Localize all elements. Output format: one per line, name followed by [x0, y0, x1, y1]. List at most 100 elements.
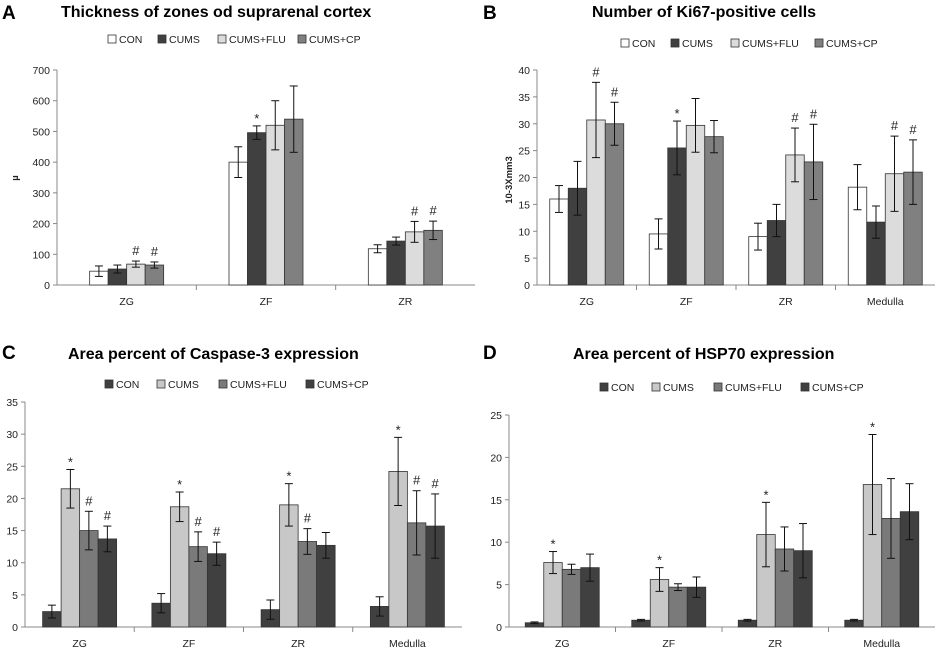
y-tick-label: 15 — [490, 495, 502, 507]
legend-swatch — [651, 382, 661, 392]
legend-label: CUMS+FLU — [725, 382, 782, 394]
panel-letter: A — [2, 3, 16, 24]
y-tick-label: 0 — [496, 622, 502, 634]
legend-swatch — [620, 38, 630, 48]
legend-swatch — [218, 379, 228, 389]
legend-swatch — [156, 379, 166, 389]
legend-label: CUMS+CP — [317, 379, 369, 391]
y-tick-label: 25 — [490, 410, 502, 422]
hash-mark: # — [104, 508, 112, 523]
chart-panel-a: A Thickness of zones od suprarenal cortex… — [2, 3, 475, 308]
asterisk-mark: * — [657, 553, 662, 568]
x-tick-label: ZF — [182, 638, 195, 647]
legend-label: CUMS+FLU — [230, 379, 287, 391]
y-tick-label: 10 — [518, 226, 530, 238]
asterisk-mark: * — [286, 469, 291, 484]
x-tick-label: ZR — [398, 296, 412, 308]
chart-title: Thickness of zones od suprarenal cortex — [61, 4, 371, 21]
asterisk-mark: * — [177, 477, 182, 492]
hash-mark: # — [304, 511, 312, 526]
legend-swatch — [305, 379, 315, 389]
x-tick-label: ZF — [260, 296, 273, 308]
bar-cums-flu-zg — [561, 568, 582, 628]
legend-swatch — [217, 34, 227, 44]
y-tick-label: 30 — [518, 119, 530, 131]
y-tick-label: 25 — [6, 461, 18, 473]
y-tick-label: 0 — [524, 280, 530, 292]
bar-con-zr — [367, 248, 388, 286]
legend-label: CON — [611, 382, 634, 394]
legend-label: CUMS+FLU — [742, 38, 799, 50]
y-axis-label: 10-3Xmm3 — [504, 156, 515, 204]
x-tick-label: Medulla — [867, 296, 904, 308]
legend-swatch — [713, 382, 723, 392]
y-tick-label: 20 — [490, 452, 502, 464]
chart-title: Area percent of HSP70 expression — [573, 346, 834, 363]
x-tick-label: ZG — [579, 296, 594, 308]
y-tick-label: 35 — [518, 92, 530, 104]
asterisk-mark: * — [396, 422, 401, 437]
y-tick-label: 0 — [44, 280, 50, 292]
bar-cums-zg — [60, 488, 81, 628]
y-axis-label: µ — [10, 175, 21, 180]
hash-mark: # — [411, 203, 419, 218]
asterisk-mark: * — [763, 487, 768, 502]
hash-mark: # — [85, 493, 93, 508]
y-tick-label: 0 — [12, 622, 18, 634]
bar-cums-zr — [386, 240, 406, 286]
hash-mark: # — [195, 514, 203, 529]
y-tick-label: 15 — [6, 526, 18, 538]
x-tick-label: ZG — [555, 638, 570, 647]
x-tick-label: ZG — [72, 638, 87, 647]
y-tick-label: 700 — [32, 65, 50, 77]
asterisk-mark: * — [254, 111, 259, 126]
y-tick-label: 500 — [32, 126, 50, 138]
hash-mark: # — [611, 84, 619, 99]
asterisk-mark: * — [674, 106, 679, 121]
hash-mark: # — [132, 243, 140, 258]
x-tick-label: Medulla — [863, 638, 900, 647]
hash-mark: # — [791, 110, 799, 125]
legend-swatch — [157, 34, 167, 44]
y-tick-label: 10 — [490, 537, 502, 549]
hash-mark: # — [432, 476, 440, 491]
bar-con-zf — [228, 161, 248, 286]
hash-mark: # — [151, 244, 159, 259]
legend-label: CUMS+CP — [812, 382, 864, 394]
y-tick-label: 40 — [518, 65, 530, 77]
y-tick-label: 600 — [32, 96, 50, 108]
bar-cums-zf — [169, 506, 190, 628]
chart-title: Number of Ki67-positive cells — [592, 4, 816, 21]
chart-panel-b: B Number of Ki67-positive cells 10-3Xmm3 0 5… — [483, 3, 935, 308]
legend-label: CUMS — [682, 38, 713, 50]
legend-swatch — [107, 34, 117, 44]
bar-cums-flu-zf — [668, 586, 688, 628]
x-tick-label: ZG — [119, 296, 134, 308]
legend-swatch — [297, 34, 307, 44]
legend-label: CUMS+CP — [309, 34, 361, 46]
y-tick-label: 5 — [524, 253, 530, 265]
legend-label: CUMS+CP — [826, 38, 878, 50]
x-tick-label: ZF — [662, 638, 675, 647]
x-tick-label: ZR — [779, 296, 793, 308]
legend-label: CUMS — [169, 34, 200, 46]
legend-swatch — [670, 38, 680, 48]
bar-cums-cp-zg — [604, 123, 625, 286]
legend-label: CUMS — [168, 379, 199, 391]
y-tick-label: 35 — [6, 397, 18, 409]
y-tick-label: 5 — [12, 590, 18, 602]
y-tick-label: 10 — [6, 558, 18, 570]
bar-cums-zf — [247, 132, 267, 286]
bar-cums-cp-zf — [704, 136, 724, 286]
y-tick-label: 15 — [518, 199, 530, 211]
y-tick-label: 20 — [518, 173, 530, 185]
legend-swatch — [730, 38, 740, 48]
legend-swatch — [814, 38, 824, 48]
y-tick-label: 300 — [32, 188, 50, 200]
hash-mark: # — [592, 64, 600, 79]
asterisk-mark: * — [870, 420, 875, 435]
asterisk-mark: * — [550, 537, 555, 552]
hash-mark: # — [810, 106, 818, 121]
chart-panel-c: C Area percent of Caspase-3 expression 0 5 1… — [2, 343, 462, 647]
